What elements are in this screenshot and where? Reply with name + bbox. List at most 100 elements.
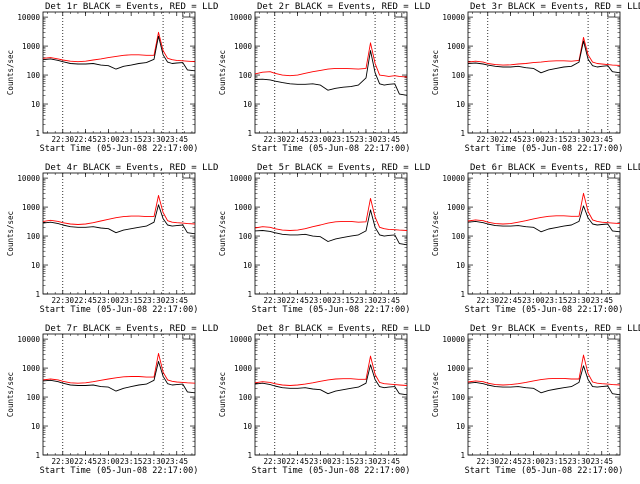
chart-panel-5: Det 5r BLACK = Events, RED = LLD 1 10 100 10… [218,163,430,315]
x-tick-label: 22:45 [286,135,309,144]
series-line-lld [42,352,196,384]
x-tick-label: 22:30 [263,296,286,305]
y-axis-label: Counts/sec [431,372,440,417]
series-line-lld [467,36,621,66]
series-line-lld [467,192,621,225]
series-line-events [254,209,408,246]
chart-panel-9: Det 9r BLACK = Events, RED = LLD 1 10 100 10… [431,324,640,476]
x-tick-label: 23:30 [143,135,166,144]
x-tick-label: 23:00 [97,135,120,144]
y-axis-label: Counts/sec [218,372,227,417]
interval-indicator [182,174,191,179]
chart-panel-2: Det 2r BLACK = Events, RED = LLD 1 10 100 10… [218,2,430,154]
chart-panel-3: Det 3r BLACK = Events, RED = LLD 1 10 100 10… [431,2,640,154]
x-tick-label: 23:45 [590,457,613,466]
y-tick-label: 1 [35,290,40,299]
y-tick-label: 100 [451,71,465,80]
y-tick-label: 10000 [229,13,252,22]
y-tick-label: 1000 [447,42,466,51]
x-tick-label: 22:45 [74,135,97,144]
series-line-events [42,35,196,72]
x-tick-label: 23:00 [309,135,332,144]
plot-frame [42,333,196,456]
chart-title: Det 1r BLACK = Events, RED = LLD [45,2,218,12]
y-tick-label: 10000 [229,174,252,183]
x-tick-label: 22:45 [74,296,97,305]
y-tick-label: 10 [456,261,466,270]
series-line-events [42,360,196,394]
x-tick-label: 23:45 [165,296,188,305]
chart-title: Det 2r BLACK = Events, RED = LLD [257,2,430,12]
x-tick-label: 23:15 [545,296,568,305]
series-line-lld [42,195,196,225]
interval-indicator [394,174,403,179]
x-tick-label: 23:15 [120,296,143,305]
y-tick-label: 10 [31,261,41,270]
y-tick-label: 1000 [447,364,466,373]
x-tick-label: 22:45 [499,296,522,305]
y-axis-label: Counts/sec [431,50,440,95]
x-tick-label: 23:30 [143,457,166,466]
y-tick-label: 10 [243,100,253,109]
chart-title: Det 7r BLACK = Events, RED = LLD [45,324,218,334]
y-tick-label: 1000 [234,42,253,51]
interval-indicator [607,335,616,340]
x-tick-label: 23:15 [545,457,568,466]
chart-title: Det 6r BLACK = Events, RED = LLD [470,163,640,173]
y-tick-label: 100 [238,71,252,80]
x-tick-label: 22:30 [476,457,499,466]
x-tick-label: 23:30 [568,135,591,144]
x-tick-label: 23:00 [522,296,545,305]
x-tick-label: 23:15 [332,457,355,466]
y-axis-label: Counts/sec [6,50,15,95]
interval-indicator [394,13,403,18]
y-tick-label: 1 [247,290,252,299]
y-axis-label: Counts/sec [431,211,440,256]
x-tick-label: 23:30 [355,296,378,305]
y-tick-label: 100 [238,232,252,241]
plot-frame [42,172,196,295]
x-tick-label: 23:15 [332,296,355,305]
y-tick-label: 1000 [22,364,41,373]
x-tick-label: 23:45 [165,457,188,466]
x-tick-label: 23:15 [545,135,568,144]
y-tick-label: 100 [26,232,40,241]
x-tick-label: 23:45 [377,457,400,466]
series-line-lld [254,42,408,78]
x-axis-label: Start Time (05-Jun-08 22:17:00) [40,305,199,315]
interval-indicator [607,13,616,18]
y-tick-label: 1 [247,451,252,460]
chart-title: Det 3r BLACK = Events, RED = LLD [470,2,640,12]
x-tick-label: 23:30 [568,457,591,466]
interval-indicator [394,335,403,340]
y-tick-label: 1000 [22,203,41,212]
y-axis-label: Counts/sec [218,50,227,95]
y-tick-label: 10 [243,422,253,431]
x-tick-label: 23:45 [165,135,188,144]
chart-panel-1: Det 1r BLACK = Events, RED = LLD 1 10 100 10… [6,2,218,154]
series-line-events [42,204,196,235]
x-tick-label: 23:45 [590,296,613,305]
chart-title: Det 8r BLACK = Events, RED = LLD [257,324,430,334]
y-tick-label: 10000 [442,13,465,22]
y-tick-label: 10 [456,422,466,431]
y-tick-label: 1 [460,129,465,138]
x-tick-label: 23:30 [568,296,591,305]
y-tick-label: 1000 [234,203,253,212]
chart-title: Det 9r BLACK = Events, RED = LLD [470,324,640,334]
y-tick-label: 10 [31,422,41,431]
y-tick-label: 10000 [442,174,465,183]
interval-indicator [182,13,191,18]
y-tick-label: 100 [451,232,465,241]
x-axis-label: Start Time (05-Jun-08 22:17:00) [465,305,624,315]
x-tick-label: 22:45 [286,457,309,466]
x-tick-label: 23:30 [355,135,378,144]
chart-title: Det 4r BLACK = Events, RED = LLD [45,163,218,173]
y-tick-label: 10 [456,100,466,109]
series-line-lld [467,354,621,386]
y-tick-label: 1 [460,290,465,299]
x-tick-label: 23:30 [143,296,166,305]
plot-frame [467,333,621,456]
